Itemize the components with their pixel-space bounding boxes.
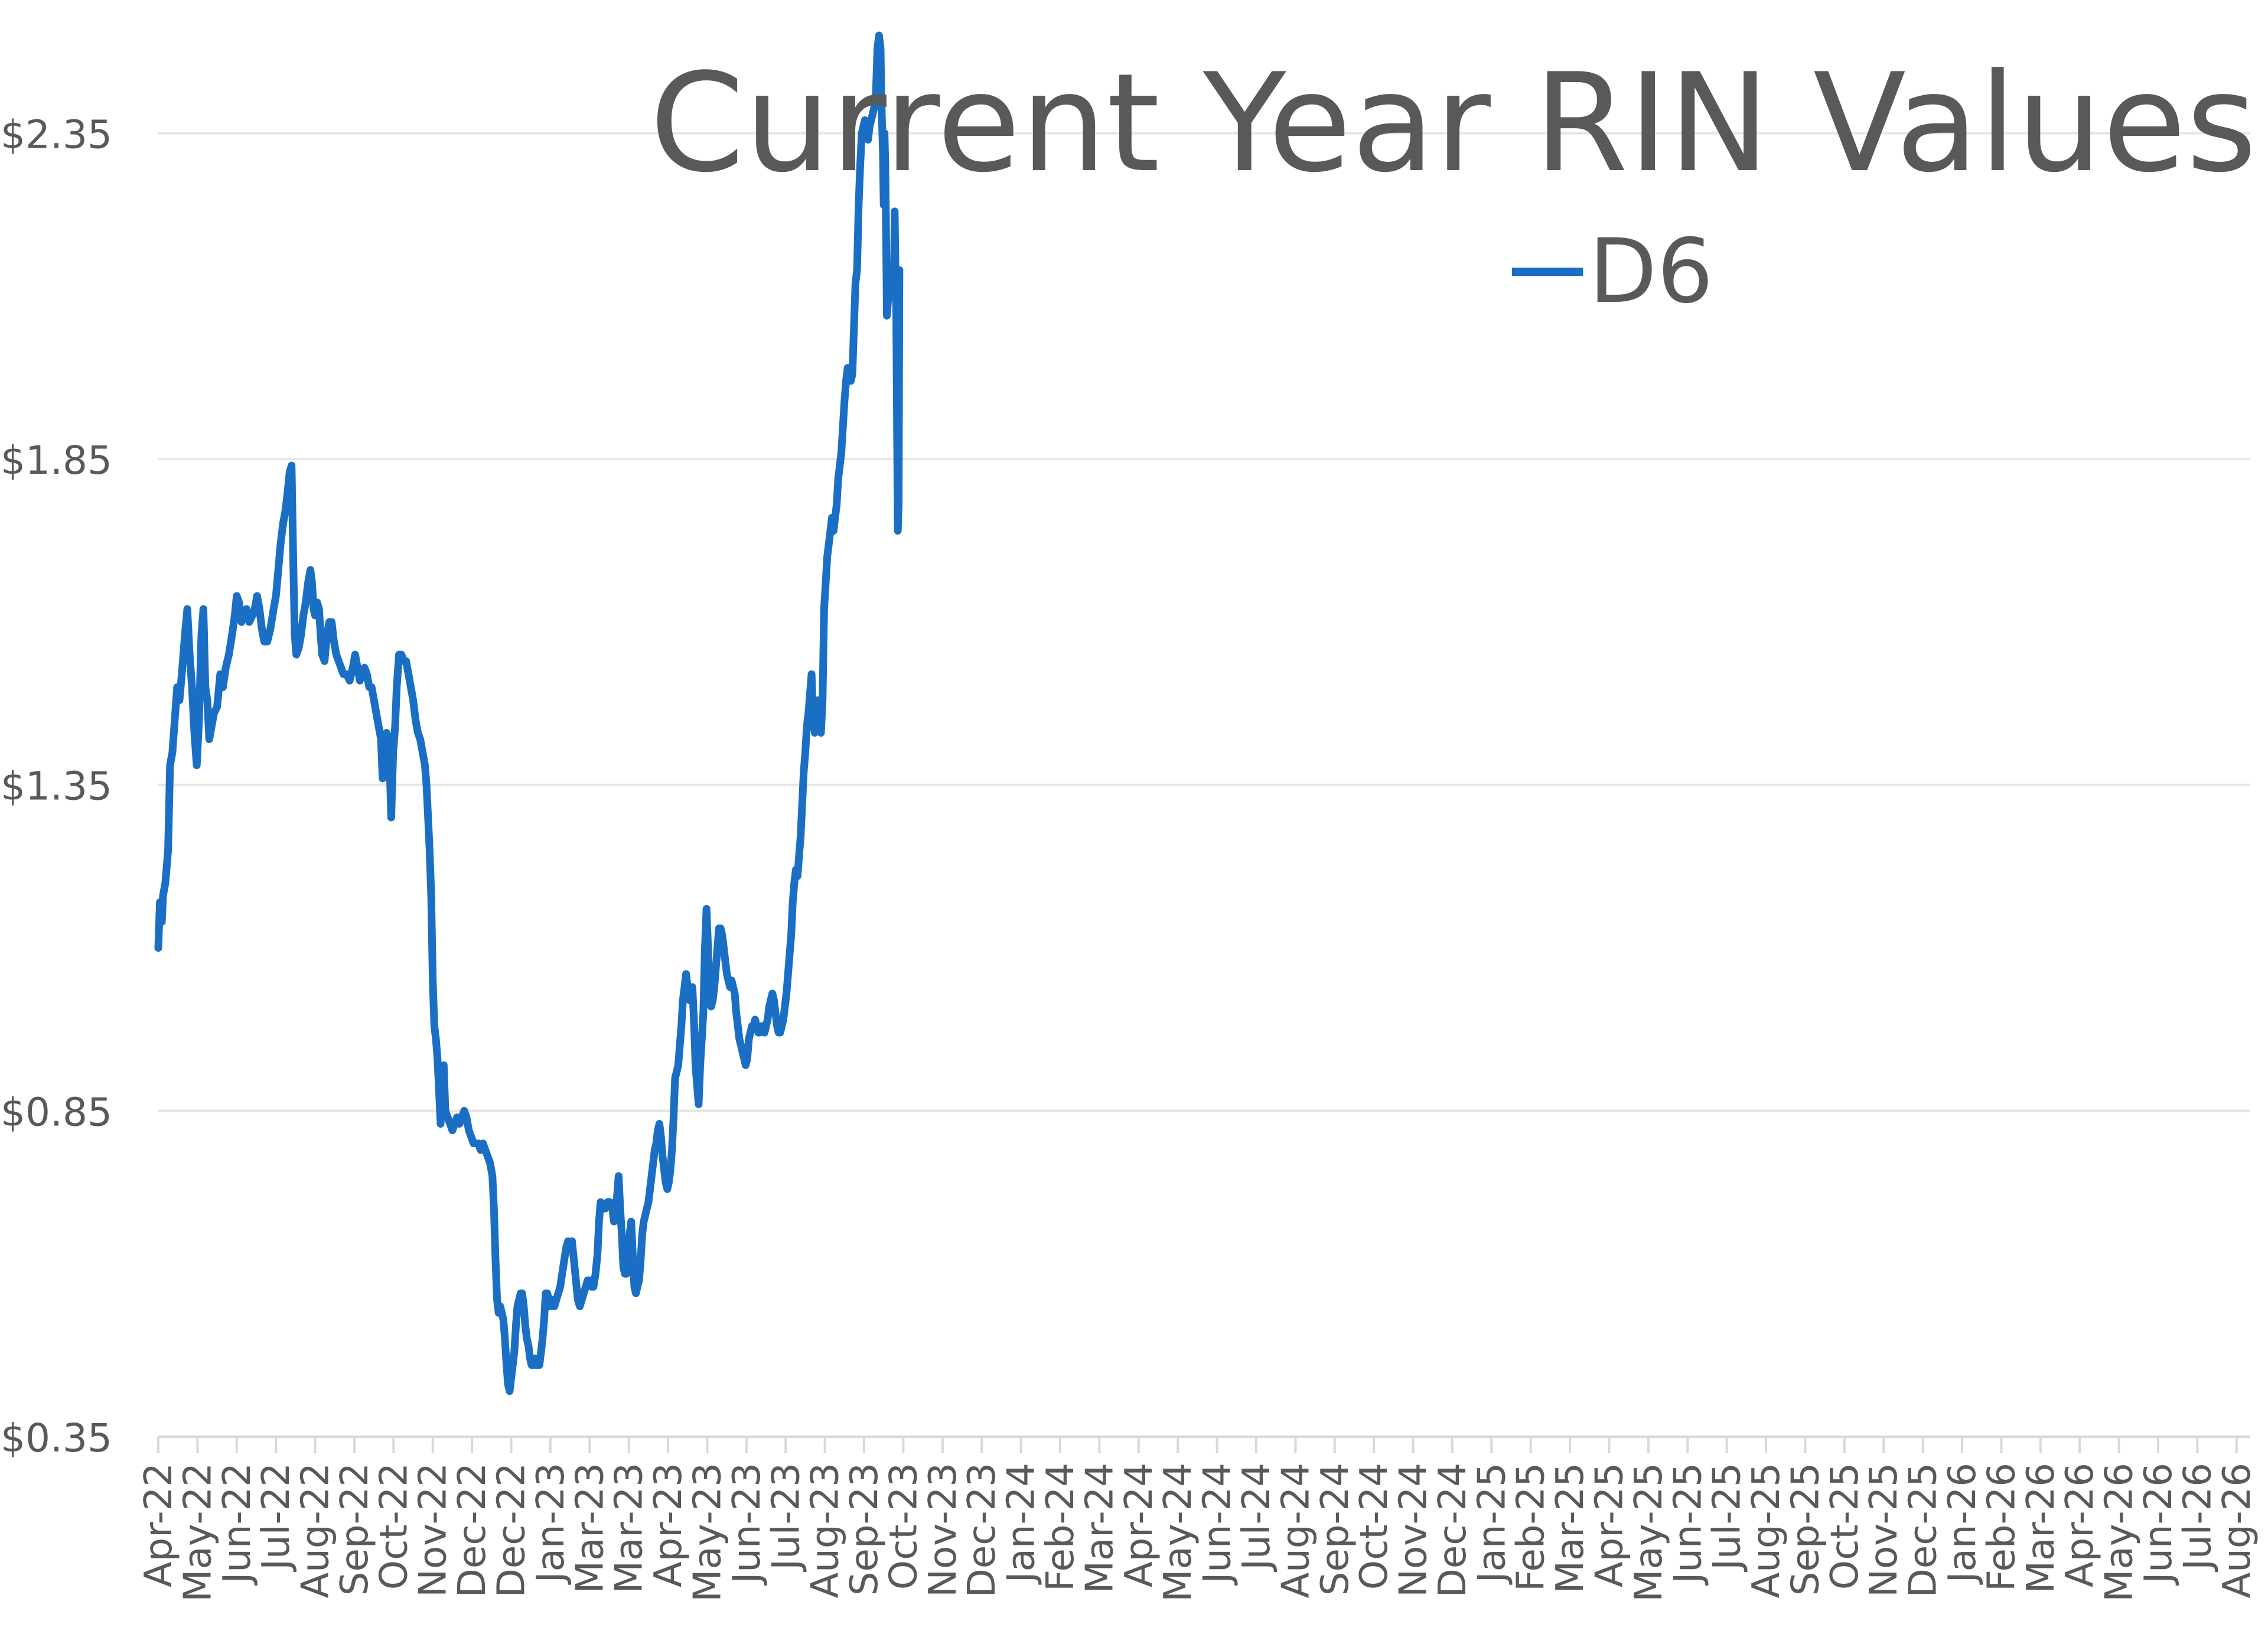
x-tick-label: Mar-23 <box>608 1463 651 1593</box>
x-tick-label: Dec-24 <box>1431 1463 1475 1597</box>
x-tick-label: Dec-23 <box>960 1463 1004 1597</box>
x-tick-label: Jan-23 <box>529 1463 573 1585</box>
x-tick-label: Nov-24 <box>1392 1463 1436 1597</box>
x-tick-label: Jul-25 <box>1706 1463 1749 1573</box>
x-tick-label: Nov-25 <box>1862 1463 1906 1597</box>
legend-swatch-d6 <box>1512 268 1583 276</box>
x-tick-label: Sep-22 <box>333 1463 377 1596</box>
x-tick-label: Jan-26 <box>1941 1463 1984 1585</box>
x-tick-label: May-25 <box>1627 1463 1671 1602</box>
x-tick-label: Jun-22 <box>216 1463 259 1586</box>
x-tick-label: Sep-25 <box>1784 1463 1827 1596</box>
legend: D6 <box>1512 227 1713 316</box>
x-tick-label: Apr-24 <box>1117 1463 1161 1587</box>
x-tick-label: Mar-24 <box>1078 1463 1122 1593</box>
x-tick-label: Jan-25 <box>1470 1463 1514 1585</box>
series-line-d6 <box>154 31 904 1395</box>
x-tick-label: Dec-22 <box>490 1463 534 1597</box>
y-axis-tick-labels: $0.35 $0.85 $1.35 $1.85 $2.35 <box>1 112 112 1461</box>
chart-title: Current Year RIN Values <box>650 45 2257 203</box>
y-tick-label: $1.35 <box>1 764 112 809</box>
x-tick-label: Apr-26 <box>2058 1463 2102 1587</box>
gridlines <box>158 132 2250 1112</box>
x-tick-label: Jul-24 <box>1235 1463 1279 1573</box>
x-tick-label: Jun-23 <box>725 1463 769 1586</box>
x-tick-label: Aug-23 <box>804 1463 848 1599</box>
x-tick-label: Oct-25 <box>1823 1463 1867 1590</box>
x-tick-label: Aug-22 <box>294 1463 338 1599</box>
x-tick-label: May-22 <box>176 1463 220 1602</box>
x-tick-label: Jul-23 <box>764 1463 808 1573</box>
x-tick-label: Aug-25 <box>1745 1463 1788 1599</box>
x-tick-label: Sep-24 <box>1314 1463 1357 1596</box>
y-tick-label: $1.85 <box>1 438 112 483</box>
y-tick-label: $0.35 <box>1 1415 112 1461</box>
y-tick-label: $2.35 <box>1 112 112 157</box>
x-axis-tick-labels: Apr-22May-22Jun-22Jul-22Aug-22Sep-22Oct-… <box>137 1437 2259 1602</box>
x-tick-label: Jul-26 <box>2176 1463 2220 1573</box>
series-layer <box>154 31 904 1395</box>
x-tick-label: Mar-23 <box>568 1463 612 1593</box>
x-tick-label: Jun-24 <box>1196 1463 1240 1586</box>
x-tick-label: Dec-22 <box>451 1463 494 1597</box>
x-tick-label: Sep-23 <box>843 1463 887 1596</box>
x-tick-label: Feb-24 <box>1039 1463 1083 1591</box>
x-tick-label: May-23 <box>686 1463 729 1602</box>
x-tick-label: Apr-23 <box>647 1463 690 1587</box>
x-tick-label: Apr-22 <box>137 1463 181 1587</box>
x-tick-label: Jul-22 <box>255 1463 298 1573</box>
x-tick-label: May-24 <box>1156 1463 1200 1602</box>
legend-label-d6: D6 <box>1589 220 1713 323</box>
x-tick-label: Jan-24 <box>1000 1463 1044 1585</box>
x-tick-label: May-26 <box>2098 1463 2142 1602</box>
x-tick-label: Jun-25 <box>1666 1463 1710 1586</box>
x-tick-label: Feb-26 <box>1980 1463 2023 1591</box>
x-tick-label: Oct-23 <box>882 1463 926 1590</box>
x-tick-label: Jun-26 <box>2137 1463 2181 1586</box>
x-tick-label: Oct-24 <box>1353 1463 1396 1590</box>
x-tick-label: Mar-25 <box>1549 1463 1592 1593</box>
x-tick-label: Aug-26 <box>2215 1463 2259 1599</box>
x-tick-label: Apr-25 <box>1588 1463 1631 1587</box>
x-tick-label: Mar-26 <box>2019 1463 2063 1593</box>
x-tick-label: Oct-22 <box>372 1463 416 1590</box>
x-tick-label: Nov-23 <box>921 1463 965 1597</box>
x-tick-label: Feb-25 <box>1510 1463 1553 1591</box>
x-tick-label: Aug-24 <box>1274 1463 1318 1599</box>
x-tick-label: Dec-25 <box>1902 1463 1946 1597</box>
y-tick-label: $0.85 <box>1 1089 112 1135</box>
x-tick-label: Nov-22 <box>412 1463 455 1597</box>
